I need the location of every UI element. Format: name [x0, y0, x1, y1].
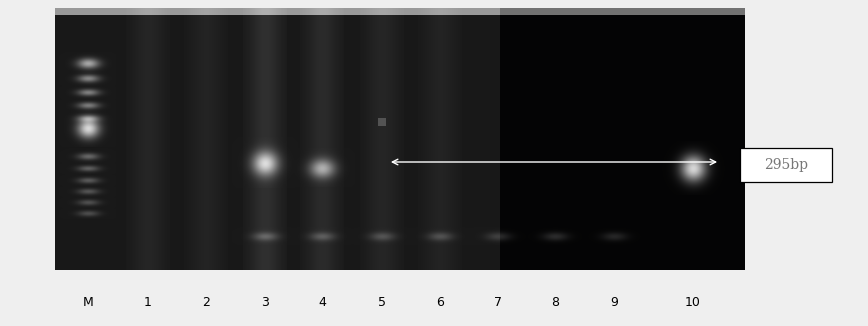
Text: 10: 10: [685, 295, 701, 308]
Text: 4: 4: [318, 295, 326, 308]
Text: 6: 6: [436, 295, 444, 308]
Text: 3: 3: [261, 295, 269, 308]
Text: 7: 7: [494, 295, 502, 308]
Text: 9: 9: [610, 295, 618, 308]
Text: M: M: [82, 295, 94, 308]
Bar: [740, 148, 832, 182]
Text: 295bp: 295bp: [764, 158, 808, 172]
Text: 5: 5: [378, 295, 386, 308]
Text: 2: 2: [202, 295, 210, 308]
Text: 8: 8: [551, 295, 559, 308]
Text: 1: 1: [144, 295, 152, 308]
